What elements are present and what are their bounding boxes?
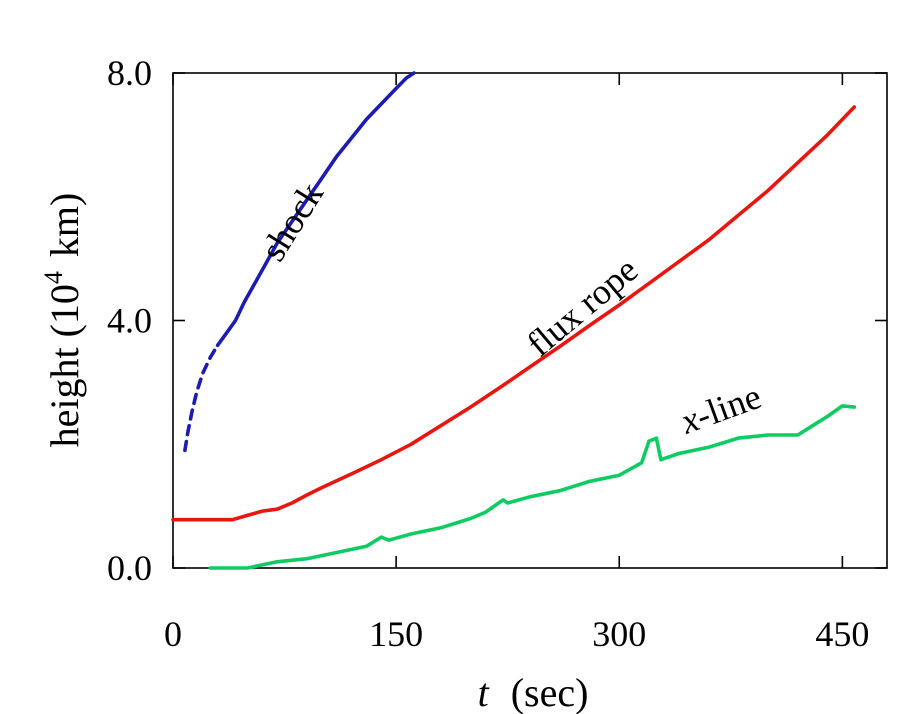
x-tick-label: 300 <box>592 614 646 654</box>
y-axis-title: height (104 km) <box>39 193 87 448</box>
y-axis-title-main: height (10 <box>42 284 87 447</box>
x-tick-label: 0 <box>164 614 182 654</box>
shock-label: shock <box>253 175 331 267</box>
shock-label-group: shock <box>253 175 331 267</box>
x-tick-label: 150 <box>369 614 423 654</box>
axis-tick-labels: 0 150 300 450 0.0 4.0 8.0 <box>107 53 869 654</box>
shock-dashed-line <box>183 343 220 453</box>
plot-frame <box>172 72 888 569</box>
x-line-line <box>208 404 857 570</box>
x-axis-title-italic: t <box>478 670 490 714</box>
data-series <box>171 71 857 570</box>
y-axis-title-exponent: 4 <box>39 271 68 284</box>
shock-line <box>215 71 416 348</box>
flux-rope-line <box>171 105 857 522</box>
axis-ticks <box>172 72 887 569</box>
y-tick-label: 0.0 <box>107 548 152 588</box>
y-tick-label: 8.0 <box>107 53 152 93</box>
y-tick-label: 4.0 <box>107 301 152 341</box>
svg-text:height (104km): height (104 km) <box>39 193 87 448</box>
flux-rope-label: flux rope <box>519 249 645 364</box>
x-axis-title-unit: (sec) <box>511 670 589 714</box>
flux-rope-label-group: flux rope <box>519 249 645 364</box>
x-axis-title: t (sec) <box>478 670 589 714</box>
series-labels: shock flux rope x-line <box>253 175 767 441</box>
x-line-label-group: x-line <box>675 376 767 442</box>
x-tick-label: 450 <box>815 614 869 654</box>
x-line-label: x-line <box>675 376 767 442</box>
y-axis-title-unit: km) <box>42 193 87 257</box>
